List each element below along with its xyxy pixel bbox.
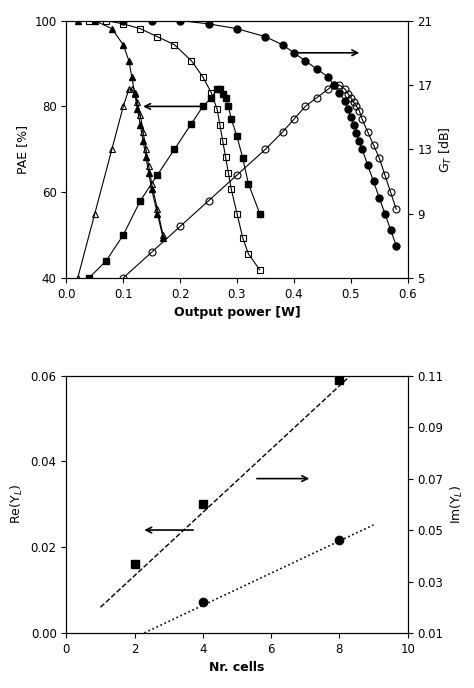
Y-axis label: Re(Y$_L$): Re(Y$_L$) bbox=[9, 484, 25, 524]
X-axis label: Nr. cells: Nr. cells bbox=[210, 661, 264, 674]
Y-axis label: Im(Y$_L$): Im(Y$_L$) bbox=[449, 485, 465, 524]
Y-axis label: G$_T$ [dB]: G$_T$ [dB] bbox=[438, 126, 454, 173]
Y-axis label: PAE [%]: PAE [%] bbox=[16, 125, 29, 174]
X-axis label: Output power [W]: Output power [W] bbox=[173, 306, 301, 319]
